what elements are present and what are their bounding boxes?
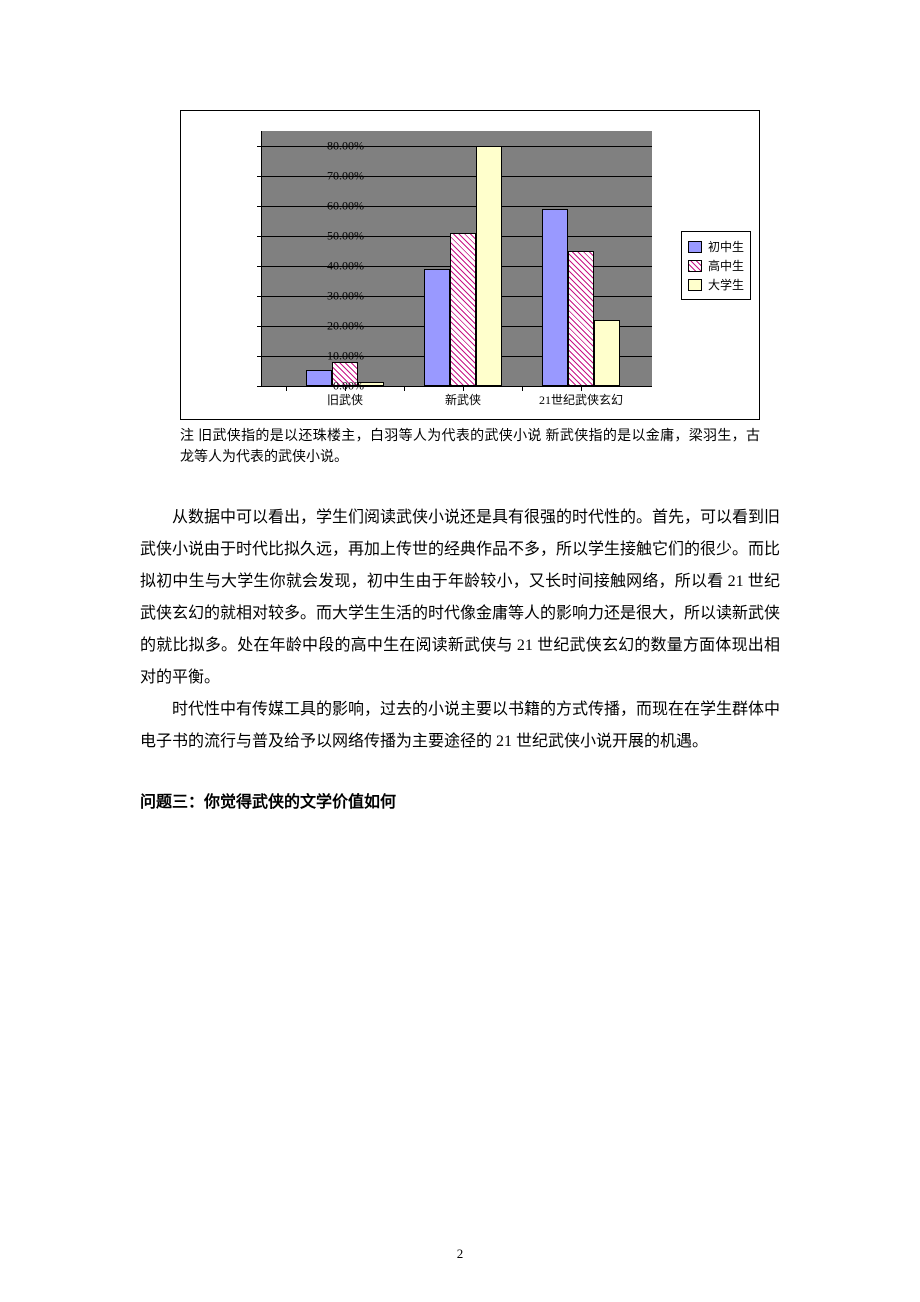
y-tick bbox=[257, 326, 262, 327]
grid-line bbox=[262, 206, 652, 207]
paragraph: 从数据中可以看出，学生们阅读武侠小说还是具有很强的时代性的。首先，可以看到旧武侠… bbox=[140, 502, 780, 694]
y-axis-label: 10.00% bbox=[327, 349, 364, 364]
y-tick bbox=[257, 206, 262, 207]
y-tick bbox=[257, 296, 262, 297]
section-heading: 问题三：你觉得武侠的文学价值如何 bbox=[140, 788, 780, 812]
legend-label: 初中生 bbox=[708, 238, 744, 255]
legend-label: 高中生 bbox=[708, 257, 744, 274]
y-tick bbox=[257, 146, 262, 147]
y-axis-label: 40.00% bbox=[327, 259, 364, 274]
y-tick bbox=[257, 236, 262, 237]
bar bbox=[594, 320, 620, 386]
legend-swatch-light bbox=[688, 279, 702, 291]
plot-area: 旧武侠新武侠21世纪武侠玄幻 bbox=[261, 131, 652, 387]
y-axis-label: 0.00% bbox=[333, 379, 364, 394]
paragraph: 时代性中有传媒工具的影响，过去的小说主要以书籍的方式传播，而现在在学生群体中电子… bbox=[140, 694, 780, 758]
bar bbox=[306, 370, 332, 387]
bar bbox=[424, 269, 450, 386]
document-page: 旧武侠新武侠21世纪武侠玄幻 初中生 高中生 大学生 0.00%10.00%20… bbox=[0, 0, 920, 1302]
legend-label: 大学生 bbox=[708, 276, 744, 293]
bar bbox=[568, 251, 594, 386]
legend-item: 初中生 bbox=[688, 238, 744, 255]
x-axis-label: 新武侠 bbox=[445, 391, 481, 408]
chart-footnote: 注 旧武侠指的是以还珠楼主，白羽等人为代表的武侠小说 新武侠指的是以金庸，梁羽生… bbox=[180, 426, 760, 468]
y-axis-label: 50.00% bbox=[327, 229, 364, 244]
x-axis-label: 21世纪武侠玄幻 bbox=[539, 391, 623, 408]
y-axis-label: 60.00% bbox=[327, 199, 364, 214]
grid-line bbox=[262, 176, 652, 177]
legend-item: 大学生 bbox=[688, 276, 744, 293]
x-tick bbox=[404, 386, 405, 391]
page-number: 2 bbox=[0, 1246, 920, 1262]
bar-chart: 旧武侠新武侠21世纪武侠玄幻 初中生 高中生 大学生 0.00%10.00%20… bbox=[180, 110, 760, 420]
bar bbox=[450, 233, 476, 386]
y-tick bbox=[257, 386, 262, 387]
y-tick bbox=[257, 356, 262, 357]
x-tick bbox=[522, 386, 523, 391]
chart-container: 旧武侠新武侠21世纪武侠玄幻 初中生 高中生 大学生 0.00%10.00%20… bbox=[180, 110, 760, 468]
grid-line bbox=[262, 146, 652, 147]
bar bbox=[476, 146, 502, 386]
y-tick bbox=[257, 266, 262, 267]
y-tick bbox=[257, 176, 262, 177]
x-tick bbox=[286, 386, 287, 391]
x-axis-label: 旧武侠 bbox=[327, 391, 363, 408]
chart-legend: 初中生 高中生 大学生 bbox=[681, 231, 751, 300]
legend-swatch-hatch bbox=[688, 260, 702, 272]
y-axis-label: 70.00% bbox=[327, 169, 364, 184]
y-axis-label: 30.00% bbox=[327, 289, 364, 304]
body-text: 从数据中可以看出，学生们阅读武侠小说还是具有很强的时代性的。首先，可以看到旧武侠… bbox=[140, 502, 780, 758]
bar bbox=[542, 209, 568, 386]
legend-swatch-solid bbox=[688, 241, 702, 253]
y-axis-label: 80.00% bbox=[327, 139, 364, 154]
legend-item: 高中生 bbox=[688, 257, 744, 274]
y-axis-label: 20.00% bbox=[327, 319, 364, 334]
